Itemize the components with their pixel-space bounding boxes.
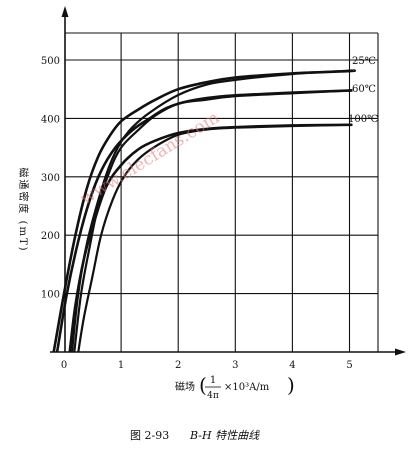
y-tick-label-500: 500 — [41, 56, 60, 67]
grid — [65, 32, 379, 352]
x-axis-label-paren-open: ( — [199, 373, 207, 397]
watermark: www.elecfans.com — [77, 108, 223, 209]
y-tick-label-100: 100 — [41, 290, 60, 301]
x-axis-label-frac-num: 1 — [210, 375, 216, 386]
x-axis-label-suffix: ×10³A/m — [224, 382, 270, 393]
x-tick-label-4: 4 — [289, 360, 295, 371]
curves — [52, 69, 356, 353]
x-axis-label-prefix: 磁场 — [175, 380, 195, 393]
x-tick-label-3: 3 — [232, 360, 238, 371]
series-label-0: 25℃ — [352, 56, 376, 67]
caption-number: 图 2-93 — [130, 429, 169, 442]
x-tick-label-0: 0 — [61, 360, 67, 371]
x-tick-label-5: 5 — [346, 360, 352, 371]
axes — [50, 6, 406, 356]
series-label-2: 100℃ — [348, 114, 378, 125]
series-labels: 25℃ 60℃ 100℃ — [348, 56, 378, 125]
caption: 图 2-93 B-H 特性曲线 — [130, 429, 260, 442]
x-axis-arrow-icon — [395, 348, 406, 356]
x-axis-label: 磁场 ( 1 4π ×10³A/m ) — [175, 373, 295, 401]
series-2-branch-1 — [77, 123, 353, 353]
series-1-branch-1 — [73, 89, 353, 353]
x-tick-label-1: 1 — [118, 360, 124, 371]
y-tick-label-300: 300 — [41, 173, 60, 184]
caption-title: B-H 特性曲线 — [189, 429, 260, 442]
y-tick-label-200: 200 — [41, 231, 60, 242]
x-tick-label-2: 2 — [175, 360, 181, 371]
y-axis-label-text: 磁通密度 (mT) — [17, 167, 30, 252]
y-axis-arrow-icon — [61, 6, 69, 17]
series-label-1: 60℃ — [352, 84, 376, 95]
y-tick-label-400: 400 — [41, 114, 60, 125]
x-axis-label-frac-den: 4π — [207, 391, 219, 401]
tick-labels: 0 1 2 3 4 5 100 200 300 400 500 — [41, 56, 353, 371]
y-axis-label: 磁通密度 (mT) — [17, 167, 30, 252]
x-axis-label-paren-close: ) — [287, 373, 295, 397]
